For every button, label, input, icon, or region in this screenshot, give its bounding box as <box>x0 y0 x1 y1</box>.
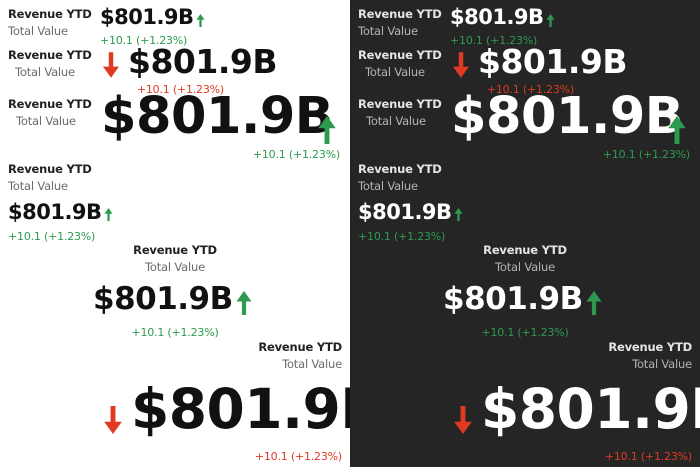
kpi-value: $801.9B <box>450 5 544 29</box>
arrow-up-icon <box>318 116 336 144</box>
arrow-up-icon <box>104 208 113 221</box>
kpi-subtitle: Total Value <box>632 357 692 371</box>
arrow-down-icon <box>104 406 122 434</box>
kpi-value: $801.9B <box>443 281 583 317</box>
kpi-value: $801.9B <box>128 42 278 81</box>
kpi-subtitle: Total Value <box>282 357 342 371</box>
arrow-up-icon <box>546 14 555 27</box>
kpi-title: Revenue YTD <box>8 97 92 111</box>
arrow-down-icon <box>454 406 472 434</box>
kpi-value: $801.9B <box>358 200 452 224</box>
kpi-change: +10.1 (+1.23%) <box>486 83 574 96</box>
kpi-change: +10.1 (+1.23%) <box>100 34 188 47</box>
kpi-subtitle: Total Value <box>15 65 75 79</box>
kpi-change: +10.1 (+1.23%) <box>252 148 340 161</box>
kpi-change: +10.1 (+1.23%) <box>481 326 569 339</box>
kpi-subtitle: Total Value <box>358 179 418 193</box>
kpi-title: Revenue YTD <box>358 48 442 62</box>
arrow-up-icon <box>668 116 686 144</box>
arrow-up-icon <box>236 291 252 315</box>
kpi-title: Revenue YTD <box>358 97 442 111</box>
kpi-subtitle: Total Value <box>366 114 426 128</box>
light-theme-panel: Revenue YTD Total Value $801.9B +10.1 (+1.2… <box>8 5 350 463</box>
kpi-change: +10.1 (+1.23%) <box>450 34 538 47</box>
kpi-subtitle: Total Value <box>8 24 68 38</box>
kpi-subtitle: Total Value <box>365 65 425 79</box>
kpi-value: $801.9B <box>451 87 684 146</box>
kpi-value: $801.9B <box>93 281 233 317</box>
kpi-change: +10.1 (+1.23%) <box>136 83 224 96</box>
kpi-title: Revenue YTD <box>483 243 567 257</box>
kpi-title: Revenue YTD <box>8 7 92 21</box>
arrow-down-icon <box>103 52 119 78</box>
kpi-subtitle: Total Value <box>145 260 205 274</box>
kpi-value: $801.9B <box>481 377 700 441</box>
kpi-change: +10.1 (+1.23%) <box>602 148 690 161</box>
kpi-subtitle: Total Value <box>8 179 68 193</box>
kpi-change: +10.1 (+1.23%) <box>358 230 446 243</box>
kpi-value: $801.9B <box>101 87 334 146</box>
arrow-up-icon <box>586 291 602 315</box>
arrow-up-icon <box>454 208 463 221</box>
kpi-subtitle: Total Value <box>495 260 555 274</box>
kpi-change: +10.1 (+1.23%) <box>254 450 342 463</box>
kpi-title: Revenue YTD <box>608 340 692 354</box>
kpi-title: Revenue YTD <box>8 162 92 176</box>
kpi-value: $801.9B <box>131 377 350 441</box>
kpi-subtitle: Total Value <box>358 24 418 38</box>
kpi-title: Revenue YTD <box>358 7 442 21</box>
kpi-change: +10.1 (+1.23%) <box>131 326 219 339</box>
arrow-up-icon <box>196 14 205 27</box>
kpi-title: Revenue YTD <box>133 243 217 257</box>
arrow-down-icon <box>453 52 469 78</box>
kpi-title: Revenue YTD <box>358 162 442 176</box>
kpi-title: Revenue YTD <box>258 340 342 354</box>
kpi-change: +10.1 (+1.23%) <box>8 230 96 243</box>
kpi-value: $801.9B <box>478 42 628 81</box>
dark-theme-panel: Revenue YTD Total Value $801.9B +10.1 (+1.2… <box>350 0 700 467</box>
kpi-value: $801.9B <box>100 5 194 29</box>
kpi-title: Revenue YTD <box>8 48 92 62</box>
kpi-subtitle: Total Value <box>16 114 76 128</box>
kpi-change: +10.1 (+1.23%) <box>604 450 692 463</box>
kpi-value: $801.9B <box>8 200 102 224</box>
